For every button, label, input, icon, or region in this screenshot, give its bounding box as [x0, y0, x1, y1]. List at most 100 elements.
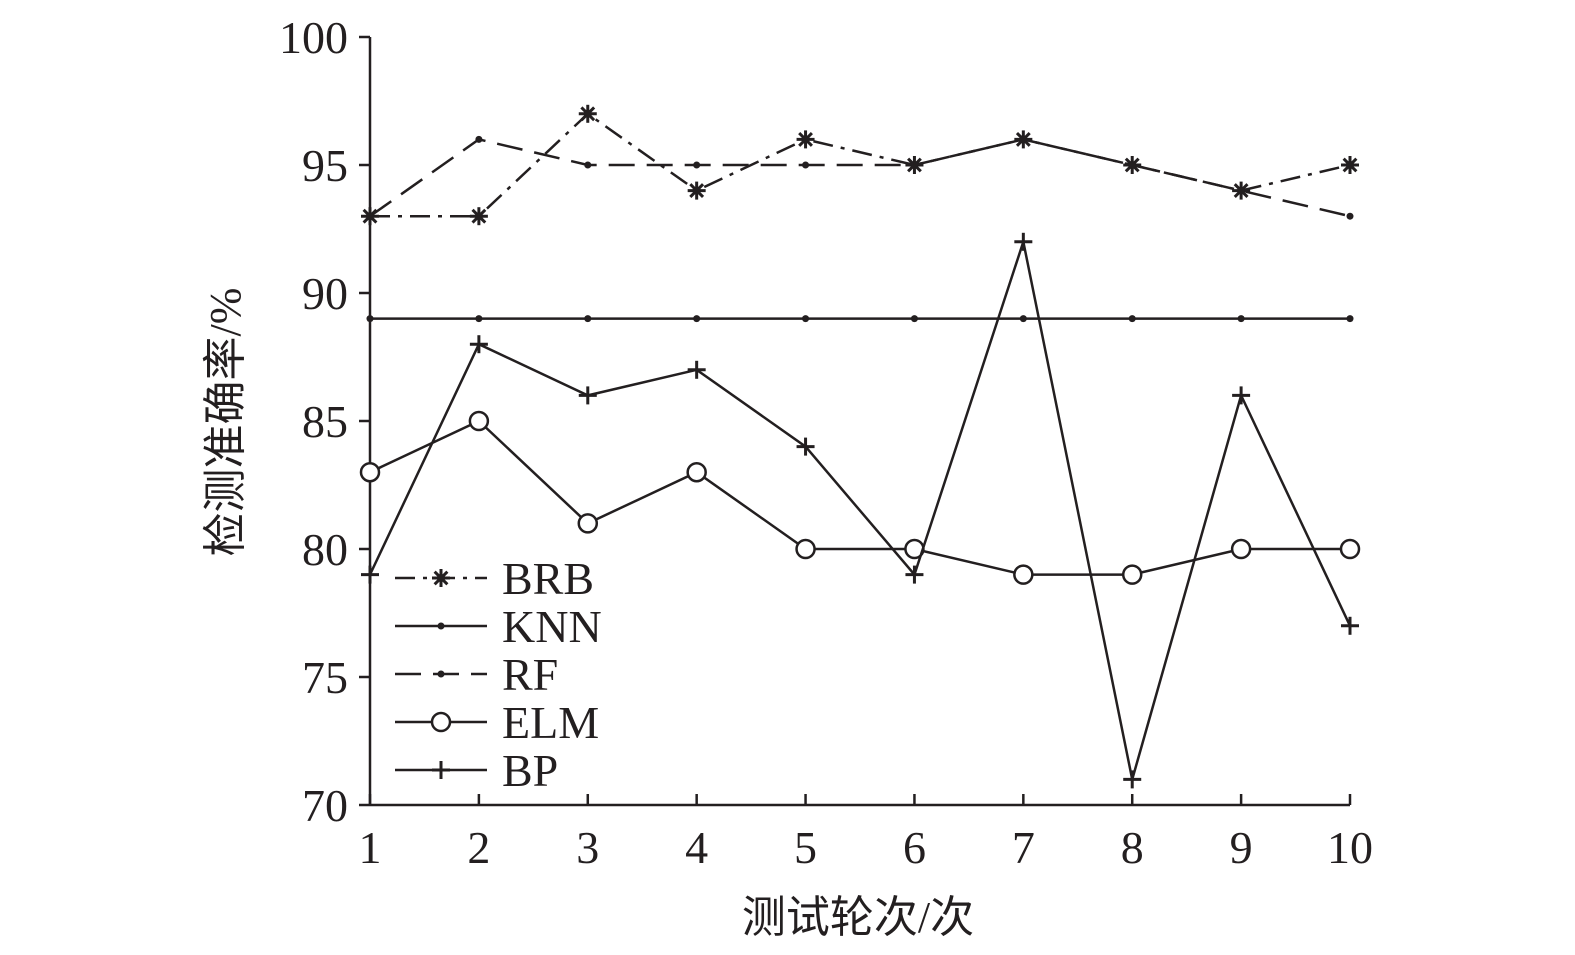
- marker-circle: [686, 461, 707, 483]
- series-rf: [366, 135, 1354, 220]
- y-tick-label: 85: [302, 396, 348, 447]
- data-point-rf: [1346, 212, 1354, 220]
- marker-dot: [910, 161, 918, 169]
- marker-circle: [1121, 564, 1143, 585]
- marker-dot: [584, 161, 592, 169]
- data-point-elm: [1230, 538, 1252, 560]
- y-tick-label: 75: [302, 652, 348, 703]
- marker-asterisk-core: [801, 135, 810, 144]
- data-point-knn: [910, 315, 918, 323]
- series-layer: [359, 104, 1361, 789]
- data-point-bp: [469, 335, 488, 354]
- series-line-rf: [369, 138, 1351, 218]
- marker-dot: [1019, 135, 1027, 143]
- y-tick-label: 90: [302, 268, 348, 319]
- data-point-bp: [1014, 232, 1033, 251]
- data-point-brb: [796, 130, 815, 149]
- x-tick-label: 9: [1230, 822, 1253, 873]
- data-point-bp: [796, 437, 815, 456]
- marker-dot: [366, 315, 374, 323]
- legend-marker-knn: [437, 622, 445, 630]
- marker-dot: [1346, 212, 1354, 220]
- x-tick-label: 6: [903, 822, 926, 873]
- marker-circle: [1013, 564, 1034, 585]
- legend-label-brb: BRB: [502, 553, 594, 604]
- legend-item-elm: ELM: [395, 697, 599, 748]
- series-knn: [366, 315, 1354, 323]
- x-tick-label: 10: [1327, 822, 1373, 873]
- data-point-bp: [905, 565, 924, 584]
- data-point-knn: [366, 315, 374, 323]
- x-tick-label: 4: [685, 822, 708, 873]
- data-point-elm: [577, 513, 599, 534]
- marker-dot: [693, 161, 701, 169]
- marker-dot: [802, 315, 810, 323]
- y-axis-label: 检测准确率/%: [201, 288, 250, 557]
- x-tick-label: 2: [467, 822, 490, 873]
- data-point-elm: [795, 538, 816, 560]
- data-point-knn: [1019, 315, 1027, 323]
- data-point-brb: [578, 104, 597, 123]
- data-point-rf: [1128, 161, 1136, 169]
- data-point-rf: [475, 135, 483, 143]
- y-tick-label: 80: [302, 524, 348, 575]
- marker-dot: [437, 670, 445, 678]
- data-point-elm: [1013, 564, 1034, 585]
- data-point-brb: [687, 181, 706, 200]
- marker-dot: [802, 161, 810, 169]
- marker-circle: [430, 711, 452, 733]
- marker-dot: [910, 315, 918, 323]
- data-point-knn: [584, 315, 592, 323]
- data-point-bp: [1123, 770, 1142, 789]
- x-tick-label: 3: [576, 822, 599, 873]
- marker-dot: [1128, 161, 1136, 169]
- marker-dot: [366, 212, 374, 220]
- legend-item-brb: BRB: [395, 553, 594, 604]
- data-point-knn: [1237, 315, 1245, 323]
- marker-circle: [1339, 538, 1361, 560]
- series-line-brb: [370, 112, 1351, 218]
- marker-dot: [475, 315, 483, 323]
- data-point-bp: [578, 386, 597, 405]
- marker-circle: [468, 410, 490, 432]
- marker-dot: [1237, 315, 1245, 323]
- x-tick-label: 8: [1121, 822, 1144, 873]
- data-point-rf: [1237, 187, 1245, 195]
- series-bp: [361, 232, 1359, 789]
- series-line-bp: [368, 236, 1352, 780]
- data-point-bp: [361, 565, 379, 584]
- data-point-rf: [1019, 135, 1027, 143]
- marker-dot: [1346, 315, 1354, 323]
- x-tick-label: 5: [794, 822, 817, 873]
- data-point-knn: [1128, 315, 1136, 323]
- series-elm: [359, 410, 1361, 585]
- data-point-knn: [693, 315, 701, 323]
- marker-dot: [1019, 315, 1027, 323]
- data-point-rf: [693, 161, 701, 169]
- data-point-brb: [469, 207, 488, 226]
- data-point-rf: [802, 161, 810, 169]
- marker-asterisk-core: [1346, 161, 1354, 169]
- marker-dot: [1237, 187, 1245, 195]
- marker-dot: [1128, 315, 1136, 323]
- data-point-elm: [468, 410, 490, 432]
- axes: 70 75 80 85 90 95 100 1 2 3 4 5 6 7 8 9 10: [279, 12, 1373, 873]
- legend-item-knn: KNN: [395, 601, 602, 652]
- data-point-elm: [686, 461, 707, 483]
- legend-label-elm: ELM: [502, 697, 599, 748]
- x-tick-label: 1: [359, 822, 382, 873]
- legend-label-knn: KNN: [502, 601, 602, 652]
- marker-asterisk-core: [474, 212, 483, 221]
- data-point-elm: [1121, 564, 1143, 585]
- data-point-bp: [1341, 616, 1359, 635]
- legend-marker-bp: [432, 761, 450, 779]
- data-point-bp: [687, 360, 706, 379]
- marker-dot: [693, 315, 701, 323]
- legend-marker-rf: [437, 670, 445, 678]
- legend-item-bp: BP: [395, 745, 558, 796]
- data-point-bp: [1232, 386, 1251, 405]
- data-point-rf: [584, 161, 592, 169]
- marker-dot: [475, 135, 483, 143]
- series-line-elm: [369, 419, 1350, 576]
